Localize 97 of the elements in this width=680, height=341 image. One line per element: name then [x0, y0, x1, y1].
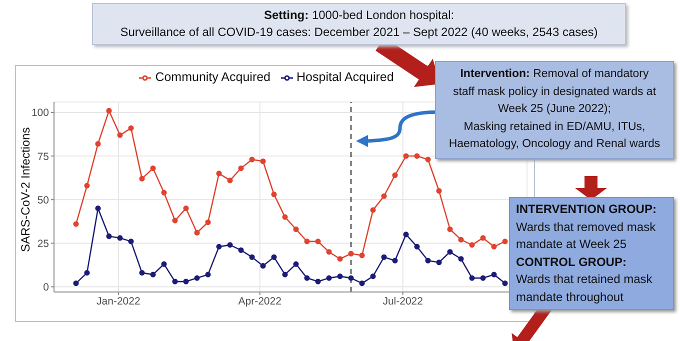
point [447, 249, 453, 255]
point [348, 250, 354, 256]
point [370, 207, 376, 213]
point [249, 254, 255, 260]
point [469, 242, 475, 248]
point [304, 275, 310, 281]
y-tick-label: 100 [31, 107, 50, 120]
point [370, 274, 376, 280]
point [392, 258, 398, 264]
point [238, 165, 244, 172]
annotation: Masking retained in ED/AMU, ITUs, Haematology, Oncology and Renal wards [448, 120, 660, 150]
point [73, 280, 79, 286]
point [205, 272, 211, 278]
point [293, 261, 299, 267]
point [194, 275, 200, 281]
legend-label: Community Acquired [155, 70, 271, 84]
point [480, 275, 486, 281]
point [491, 272, 497, 278]
point [271, 254, 277, 260]
point [216, 244, 222, 250]
annotation: INTERVENTION GROUP: Wards that removed mask mandate at Week 25 [516, 202, 656, 251]
point [216, 170, 222, 176]
y-tick-label: 25 [37, 238, 50, 250]
y-tick-label: 0 [43, 282, 50, 294]
point [293, 226, 299, 232]
point [304, 238, 310, 244]
point [458, 236, 464, 243]
point [315, 238, 321, 244]
x-tick-label: Jul-2022 [382, 295, 424, 308]
point [469, 275, 475, 281]
point [337, 274, 343, 280]
point [282, 272, 288, 278]
point [139, 270, 145, 276]
y-tick-label: 50 [37, 194, 50, 206]
point [117, 235, 123, 241]
point [106, 108, 112, 114]
point [271, 192, 277, 198]
point [249, 156, 255, 162]
point [172, 218, 178, 224]
point [139, 176, 145, 182]
point [337, 256, 343, 262]
point [436, 260, 442, 266]
point [381, 193, 387, 199]
point [359, 252, 365, 258]
point [161, 190, 167, 196]
point [194, 230, 200, 236]
point [392, 172, 398, 178]
point [183, 278, 189, 284]
text: Setting: 1000-bed London hospital: [264, 8, 454, 22]
point [348, 275, 354, 281]
y-axis-title: SARS-CoV-2 Infections [18, 127, 32, 252]
point [282, 214, 288, 220]
point [84, 182, 90, 188]
point [436, 188, 442, 194]
point [183, 206, 189, 212]
point [73, 221, 79, 227]
point [425, 156, 431, 162]
point [260, 263, 266, 269]
annotation: Intervention: Removal of mandatory staff mask policy in designated wards at Week 25 (June 2022); [452, 68, 656, 115]
point [84, 270, 90, 276]
point [480, 235, 486, 241]
point [403, 232, 409, 238]
point [381, 254, 387, 260]
x-tick-label: Jan-2022 [96, 295, 140, 308]
point [425, 258, 431, 264]
point [95, 206, 101, 212]
point [128, 125, 134, 131]
point [227, 178, 233, 184]
point [447, 226, 453, 232]
point [106, 233, 112, 240]
point [326, 275, 332, 281]
point [491, 244, 497, 250]
point [414, 153, 420, 159]
point [95, 141, 101, 147]
point [117, 132, 123, 138]
point [128, 238, 134, 244]
point [458, 256, 464, 262]
point [172, 278, 178, 284]
point [161, 261, 167, 267]
point [315, 278, 321, 284]
point [359, 280, 365, 286]
point [150, 165, 156, 172]
point [502, 280, 508, 286]
x-tick-label: Apr-2022 [238, 295, 282, 308]
point [326, 249, 332, 255]
point [502, 238, 508, 244]
point [403, 153, 409, 159]
point [238, 247, 244, 253]
point [260, 158, 266, 164]
point [150, 272, 156, 278]
point [414, 244, 420, 250]
annotation: CONTROL GROUP: Wards that retained mask mandate throughout [516, 254, 652, 304]
text: Surveillance of all COVID-19 cases: December 2021 – Sept 2022 (40 weeks, 2543 cases) [120, 25, 598, 39]
y-tick-label: 75 [37, 150, 50, 163]
legend-label: Hospital Acquired [296, 70, 394, 84]
point [227, 242, 233, 248]
point [205, 219, 211, 226]
